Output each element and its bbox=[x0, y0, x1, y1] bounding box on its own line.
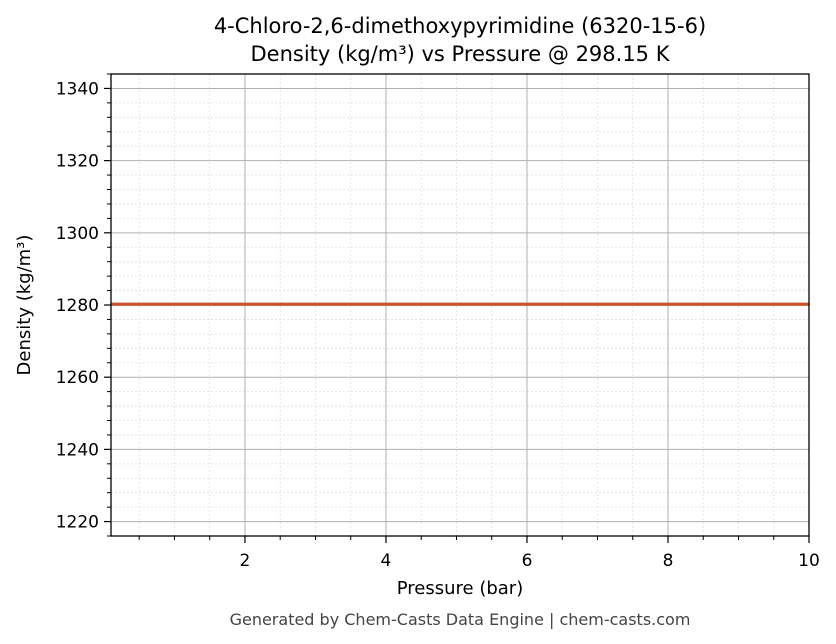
chart-subtitle: Density (kg/m³) vs Pressure @ 298.15 K bbox=[250, 42, 670, 66]
x-axis: 2 4 6 8 10 bbox=[138, 536, 820, 571]
y-tick-label: 1260 bbox=[56, 368, 99, 388]
y-tick-label: 1300 bbox=[56, 224, 99, 244]
minor-grid bbox=[111, 73, 809, 537]
x-tick-label: 4 bbox=[381, 551, 392, 571]
y-axis: 1220 1240 1260 1280 1300 1320 1340 bbox=[56, 73, 111, 537]
footer-credit: Generated by Chem-Casts Data Engine | ch… bbox=[230, 610, 691, 629]
y-tick-label: 1240 bbox=[56, 440, 99, 460]
y-tick-label: 1280 bbox=[56, 296, 99, 316]
x-tick-label: 8 bbox=[663, 551, 674, 571]
y-axis-label: Density (kg/m³) bbox=[14, 235, 35, 376]
x-tick-label: 2 bbox=[240, 551, 251, 571]
x-axis-label: Pressure (bar) bbox=[397, 578, 523, 599]
x-tick-label: 6 bbox=[522, 551, 533, 571]
y-tick-label: 1320 bbox=[56, 152, 99, 172]
chart-title: 4-Chloro-2,6-dimethoxypyrimidine (6320-1… bbox=[214, 14, 706, 38]
x-tick-label: 10 bbox=[798, 551, 820, 571]
y-tick-label: 1220 bbox=[56, 513, 99, 533]
y-tick-label: 1340 bbox=[56, 79, 99, 99]
